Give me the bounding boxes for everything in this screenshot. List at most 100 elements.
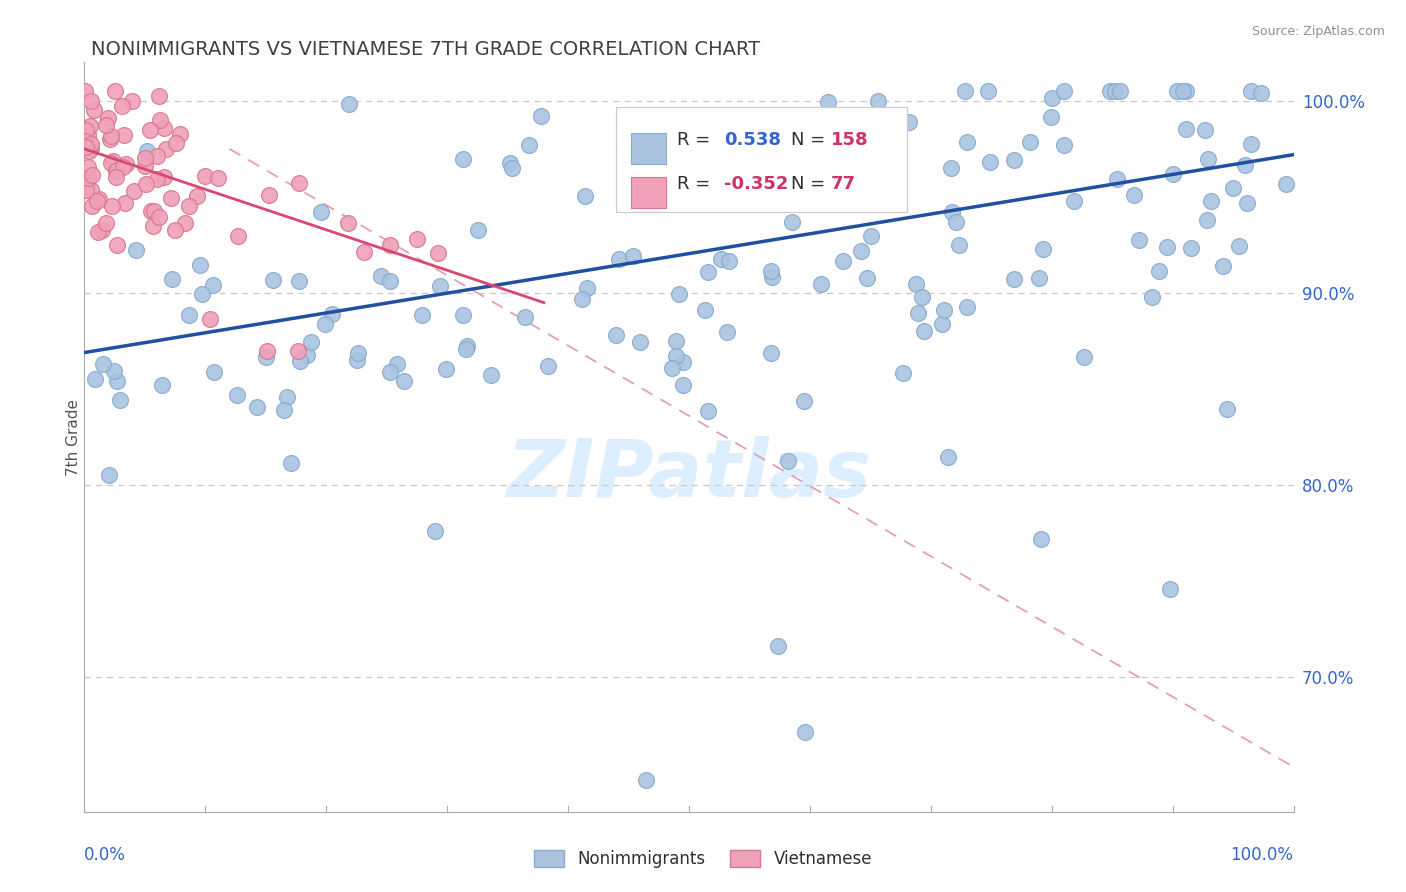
Text: 100.0%: 100.0% [1230, 847, 1294, 864]
Point [100, 156, 122, 170]
Point [146, 149, 169, 163]
Point [148, 210, 170, 224]
Point [1197, 152, 1219, 166]
Point [202, 278, 225, 293]
Point [75, 183, 97, 197]
Point [411, 308, 433, 322]
Point [912, 325, 935, 339]
Point [153, 170, 176, 185]
Point [73, 84, 96, 98]
Point [104, 84, 127, 98]
Point [165, 223, 187, 237]
Point [83, 103, 105, 117]
Point [152, 120, 174, 135]
Point [105, 238, 128, 252]
Point [780, 215, 803, 229]
Legend: Nonimmigrants, Vietnamese: Nonimmigrants, Vietnamese [527, 843, 879, 875]
Point [956, 300, 979, 314]
Point [80, 141, 103, 155]
Point [86, 194, 108, 209]
Point [862, 129, 884, 144]
Point [868, 94, 890, 108]
Point [198, 312, 221, 326]
Point [76, 160, 98, 174]
Point [82, 168, 104, 182]
Point [839, 136, 862, 150]
Point [79, 120, 101, 134]
Point [1063, 194, 1085, 208]
Point [134, 151, 156, 165]
Point [911, 290, 934, 304]
Point [169, 127, 191, 141]
Point [139, 203, 162, 218]
Point [1175, 84, 1198, 98]
Point [716, 325, 738, 339]
Point [1161, 167, 1184, 181]
Point [378, 237, 401, 252]
Point [254, 350, 277, 364]
Point [97, 112, 120, 126]
Point [676, 191, 699, 205]
Point [122, 184, 145, 198]
Point [665, 349, 688, 363]
Point [904, 277, 927, 291]
Point [149, 113, 172, 128]
Point [276, 390, 298, 404]
Point [977, 84, 1000, 98]
Point [793, 393, 815, 408]
Point [1053, 84, 1076, 98]
Point [114, 196, 136, 211]
Point [1227, 239, 1250, 253]
Point [160, 190, 183, 204]
Point [353, 245, 375, 260]
Point [1018, 135, 1040, 149]
Point [136, 145, 159, 159]
Point [98, 132, 121, 146]
Point [1107, 172, 1129, 186]
Point [605, 328, 627, 343]
Point [931, 317, 953, 331]
Point [378, 365, 401, 379]
Point [636, 773, 658, 788]
Point [776, 453, 799, 467]
Point [1156, 240, 1178, 254]
Point [194, 169, 217, 183]
Point [513, 310, 536, 325]
Point [856, 270, 879, 285]
Point [1104, 84, 1126, 98]
Point [1028, 271, 1050, 285]
Point [456, 339, 478, 353]
Point [1195, 213, 1218, 227]
Point [1147, 264, 1170, 278]
Point [467, 222, 489, 236]
Point [710, 252, 733, 267]
Point [682, 142, 704, 156]
Point [79, 95, 101, 109]
Point [135, 177, 157, 191]
Point [105, 374, 128, 388]
Point [89, 192, 111, 206]
Point [941, 205, 963, 219]
Point [817, 95, 839, 110]
Point [697, 265, 720, 279]
Point [83, 372, 105, 386]
Point [225, 388, 247, 402]
Point [810, 277, 832, 292]
Point [112, 128, 135, 143]
Point [94, 216, 117, 230]
Point [139, 123, 162, 137]
Point [125, 243, 148, 257]
Point [301, 334, 323, 349]
Point [336, 216, 359, 230]
Point [86, 225, 108, 239]
Point [101, 199, 124, 213]
Point [1180, 241, 1202, 255]
Point [941, 161, 963, 175]
Point [1040, 110, 1063, 124]
Point [1275, 177, 1298, 191]
Point [1240, 137, 1263, 152]
Point [104, 163, 127, 178]
Point [811, 180, 834, 194]
Text: 0.0%: 0.0% [84, 847, 127, 864]
Point [1029, 533, 1052, 547]
